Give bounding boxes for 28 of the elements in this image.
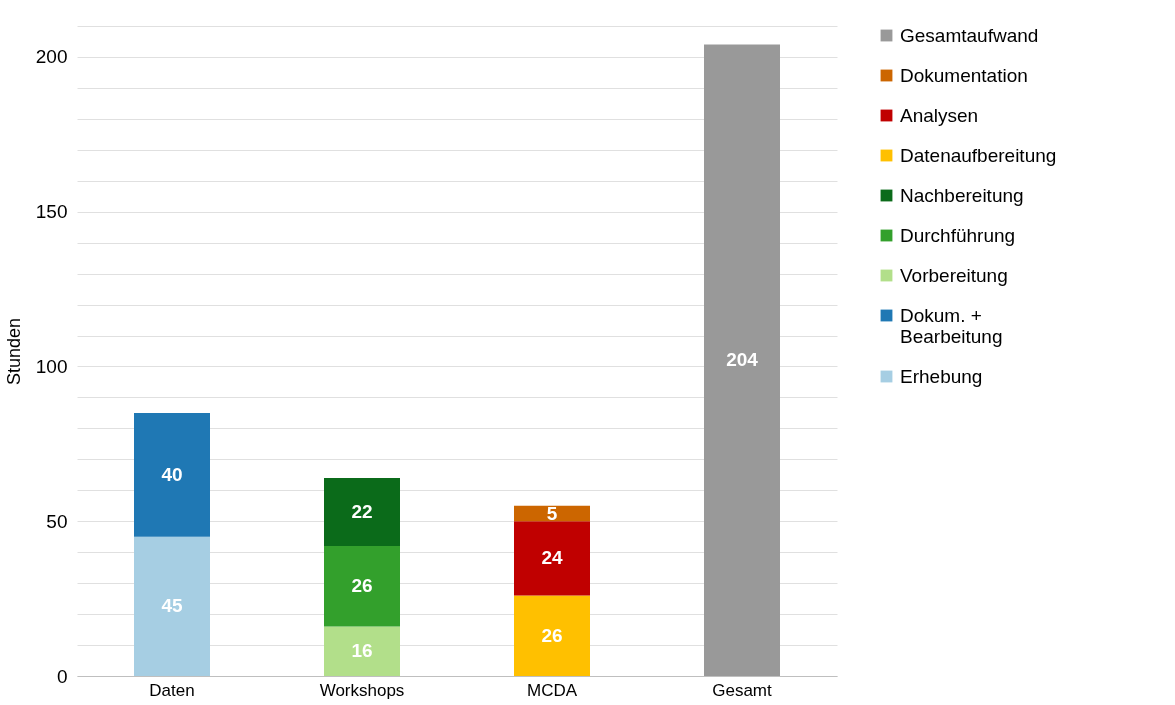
data-label: 26 [351, 575, 373, 597]
legend-label: Durchführung [900, 224, 1016, 246]
data-label: 45 [161, 595, 183, 617]
x-tick-label: MCDA [526, 680, 578, 700]
legend-label: Dokum. + Bearbeitung [900, 304, 1003, 347]
data-label: 204 [726, 349, 759, 371]
y-tick-label: 50 [46, 510, 68, 532]
data-label: 5 [546, 502, 558, 524]
y-tick-label: 200 [35, 46, 68, 68]
y-axis-title: Stunden [3, 317, 24, 386]
legend-label: Vorbereitung [900, 264, 1008, 286]
data-label: 26 [541, 624, 563, 646]
data-label: 22 [351, 500, 373, 522]
data-label: 40 [161, 463, 183, 485]
y-tick-label: 150 [35, 201, 68, 223]
legend-label: Dokumentation [900, 64, 1028, 86]
legend-label: Analysen [900, 104, 979, 126]
data-label: 16 [351, 640, 373, 662]
legend-label: Datenaufbereitung [900, 144, 1057, 166]
x-tick-label: Workshops [319, 680, 405, 700]
legend-label: Erhebung [900, 365, 983, 387]
data-label: 24 [541, 547, 563, 569]
y-tick-label: 0 [56, 665, 68, 687]
x-tick-label: Gesamt [712, 680, 773, 700]
y-tick-label: 100 [35, 355, 68, 377]
legend-label: Gesamtaufwand [900, 24, 1039, 46]
legend-label: Nachbereitung [900, 184, 1024, 206]
x-tick-label: Daten [149, 680, 195, 700]
